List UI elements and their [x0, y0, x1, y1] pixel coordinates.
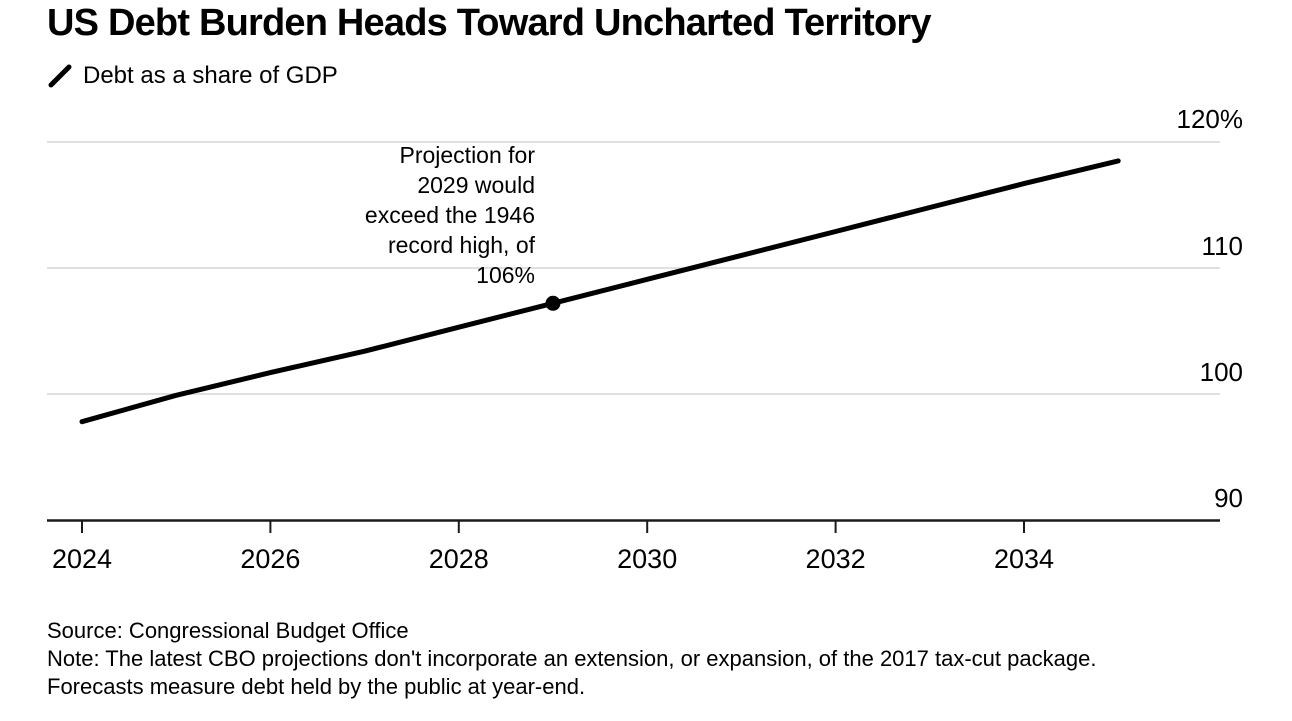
- annotation-line: 106%: [476, 262, 535, 288]
- footer: Source: Congressional Budget Office Note…: [47, 617, 1147, 701]
- y-axis-label-90: 90: [1214, 483, 1243, 513]
- annotation-2029: Projection for 2029 would exceed the 194…: [275, 140, 535, 290]
- chart-title: US Debt Burden Heads Toward Uncharted Te…: [47, 2, 932, 44]
- y-axis-label-120: 120%: [1176, 104, 1244, 134]
- x-axis-label-2032: 2032: [805, 544, 866, 574]
- debt-line-series: [79, 158, 1121, 425]
- line-series-icon: [48, 64, 72, 88]
- x-axis-label-2024: 2024: [51, 544, 113, 574]
- annotation-line: record high, of: [387, 232, 535, 258]
- x-axis-label-2034: 2034: [993, 544, 1055, 574]
- x-axis-label-2030: 2030: [617, 544, 678, 574]
- x-axis-label-2028: 2028: [428, 544, 489, 574]
- note-text: Note: The latest CBO projections don't i…: [47, 646, 1097, 699]
- legend: Debt as a share of GDP: [47, 62, 338, 90]
- annotation-line: 2029 would: [417, 172, 535, 198]
- source-text: Source: Congressional Budget Office: [47, 618, 409, 643]
- y-axis-label-100: 100: [1199, 357, 1243, 387]
- annotation-line: Projection for: [399, 142, 535, 168]
- legend-label: Debt as a share of GDP: [83, 62, 338, 89]
- annotation-line: exceed the 1946: [364, 202, 535, 228]
- annotation-marker-dot: [545, 295, 561, 311]
- y-axis-label-110: 110: [1201, 231, 1243, 261]
- x-axis-label-2026: 2026: [240, 544, 301, 574]
